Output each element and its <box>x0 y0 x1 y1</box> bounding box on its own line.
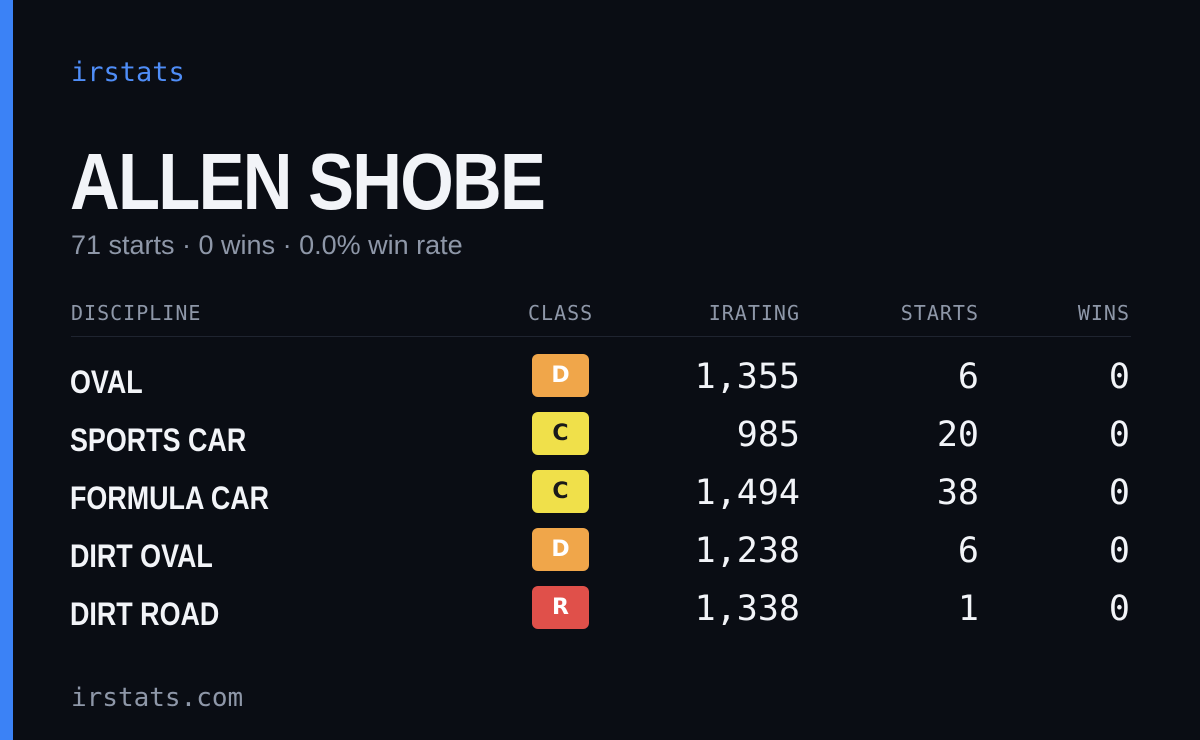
driver-name: ALLEN SHOBE <box>70 137 546 226</box>
table-row: DIRT ROAD R 1,338 1 0 <box>0 586 1200 644</box>
header-class: CLASS <box>528 301 594 325</box>
brand-logo: irstats <box>71 57 185 88</box>
footer-url: irstats.com <box>71 683 244 713</box>
header-discipline: DISCIPLINE <box>71 301 202 325</box>
starts-value: 20 <box>936 415 979 455</box>
table-row: SPORTS CAR C 985 20 0 <box>0 412 1200 470</box>
wins-value: 0 <box>1108 473 1130 513</box>
discipline-name: OVAL <box>70 364 143 400</box>
wins-value: 0 <box>1108 415 1130 455</box>
starts-value: 6 <box>957 357 979 397</box>
header-starts: STARTS <box>900 301 979 325</box>
irating-value: 1,494 <box>694 473 800 513</box>
wins-value: 0 <box>1108 357 1130 397</box>
starts-value: 6 <box>957 531 979 571</box>
header-irating: IRATING <box>708 301 800 325</box>
discipline-name: DIRT OVAL <box>70 538 213 574</box>
accent-bar <box>0 0 13 740</box>
discipline-name: DIRT ROAD <box>70 596 220 632</box>
table-row: OVAL D 1,355 6 0 <box>0 354 1200 412</box>
table-row: FORMULA CAR C 1,494 38 0 <box>0 470 1200 528</box>
driver-summary: 71 starts · 0 wins · 0.0% win rate <box>71 230 463 260</box>
wins-value: 0 <box>1108 531 1130 571</box>
wins-value: 0 <box>1108 589 1130 629</box>
header-divider <box>71 336 1131 337</box>
class-badge: D <box>532 354 589 397</box>
irating-value: 985 <box>736 415 800 455</box>
class-badge: R <box>532 586 589 629</box>
class-badge: C <box>532 412 589 455</box>
table-row: DIRT OVAL D 1,238 6 0 <box>0 528 1200 586</box>
irating-value: 1,338 <box>694 589 800 629</box>
header-wins: WINS <box>1077 301 1130 325</box>
class-badge: D <box>532 528 589 571</box>
discipline-name: SPORTS CAR <box>70 422 247 458</box>
class-badge: C <box>532 470 589 513</box>
starts-value: 1 <box>957 589 979 629</box>
irating-value: 1,238 <box>694 531 800 571</box>
starts-value: 38 <box>936 473 979 513</box>
irating-value: 1,355 <box>694 357 800 397</box>
discipline-name: FORMULA CAR <box>70 480 270 516</box>
